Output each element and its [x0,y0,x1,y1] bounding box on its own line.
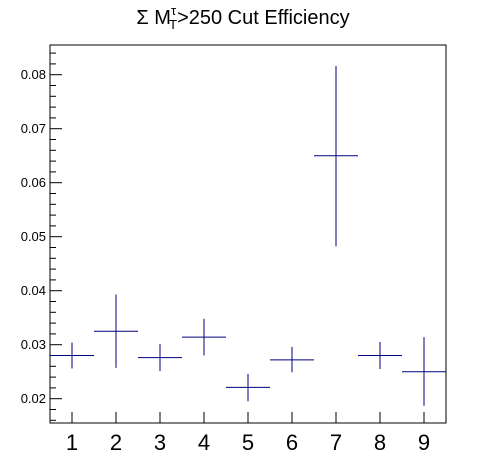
title-superscript: τ [171,3,177,18]
data-point [226,373,270,402]
y-tick-label: 0.03 [21,337,46,352]
x-tick-label: 8 [374,430,386,455]
x-tick-label: 1 [66,430,78,455]
x-tick-label: 4 [198,430,210,455]
y-tick-label: 0.02 [21,391,46,406]
plot-frame [49,44,447,424]
y-tick-label: 0.04 [21,283,46,298]
x-tick-label: 2 [110,430,122,455]
x-tick-label: 3 [154,430,166,455]
data-point [314,66,358,247]
data-point [94,294,138,368]
chart-title: Σ Mτ T>250 Cut Efficiency [136,3,349,32]
title-prefix: Σ M [136,7,171,29]
data-point [182,318,226,356]
x-tick-label: 6 [286,430,298,455]
y-tick-label: 0.08 [21,67,46,82]
x-tick-label: 9 [418,430,430,455]
data-point [402,337,446,406]
title-subscript: T [169,17,177,32]
y-tick-label: 0.07 [21,121,46,136]
x-axis: 1 2 3 4 5 6 7 8 9 [66,412,430,455]
y-axis: 0.02 0.03 0.04 0.05 0.06 0.07 0.08 [21,52,62,421]
title-suffix: >250 Cut Efficiency [177,7,350,29]
data-point [50,342,94,369]
y-tick-label: 0.05 [21,229,46,244]
x-tick-label: 5 [242,430,254,455]
data-point [138,344,182,372]
data-point [270,346,314,373]
y-tick-label: 0.06 [21,175,46,190]
data-series [50,66,446,406]
x-tick-label: 7 [330,430,342,455]
data-point [358,342,402,369]
